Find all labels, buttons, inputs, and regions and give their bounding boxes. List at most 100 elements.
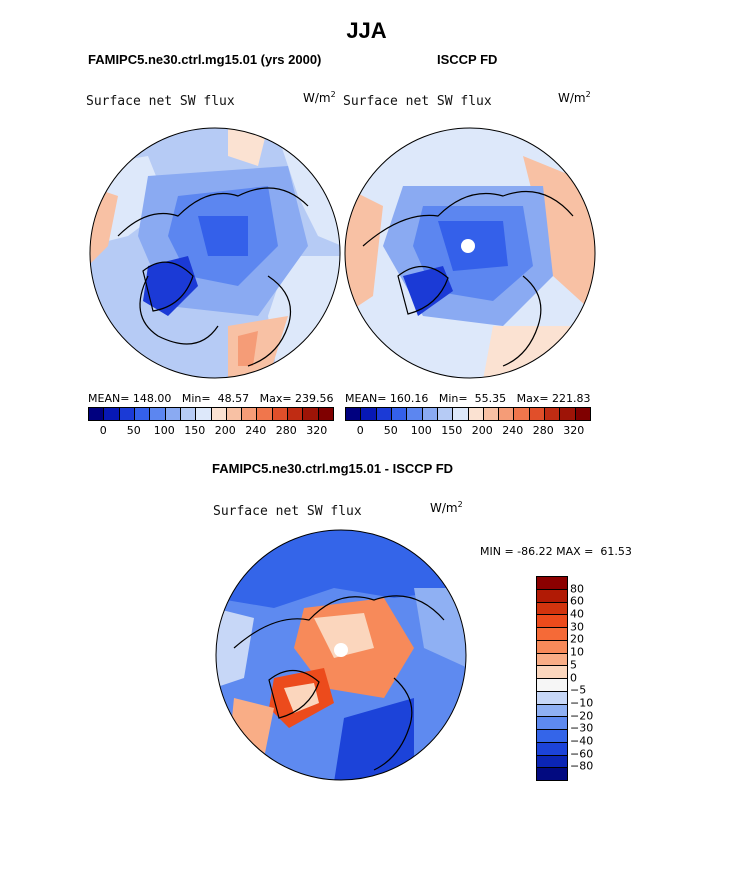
colorbar-swatch xyxy=(537,602,567,616)
colorbar-tick-label: −40 xyxy=(570,734,594,748)
diff-polar-map xyxy=(215,529,467,781)
diff-panel-heading: FAMIPC5.ne30.ctrl.mg15.01 - ISCCP FD xyxy=(212,461,454,476)
colorbar-tick-label: −80 xyxy=(570,759,594,773)
colorbar-tick-label: 20 xyxy=(570,632,584,646)
colorbar-swatch xyxy=(537,704,567,718)
colorbar-swatch xyxy=(165,408,181,420)
colorbar-tick-label: 10 xyxy=(570,645,584,659)
colorbar-swatch xyxy=(537,742,567,756)
colorbar-swatch xyxy=(437,408,454,420)
diff-colorbar-ticks: 80 60 40 30 20 10 5 0 −5 −10 −20 −30 −40 −60 −80 xyxy=(570,576,610,779)
colorbar-swatch xyxy=(560,408,576,420)
colorbar-tick-label: 150 xyxy=(441,424,463,437)
colorbar-tick-label: 40 xyxy=(570,607,584,621)
colorbar-swatch xyxy=(196,408,212,420)
colorbar-swatch xyxy=(537,628,567,641)
colorbar-tick-label: 0 xyxy=(570,671,577,684)
colorbar-tick-label: 30 xyxy=(570,620,584,634)
colorbar-swatch xyxy=(376,408,392,420)
colorbar-swatch xyxy=(537,589,567,603)
colorbar-swatch xyxy=(575,408,590,420)
colorbar-swatch xyxy=(257,408,273,420)
colorbar-swatch xyxy=(537,615,567,628)
colorbar-tick-label: 200 xyxy=(214,424,236,437)
colorbar-swatch xyxy=(537,755,567,769)
colorbar-swatch xyxy=(318,408,333,420)
colorbar-tick-label: 50 xyxy=(383,424,398,437)
right-polar-map xyxy=(344,127,596,379)
diff-colorbar xyxy=(536,576,568,781)
colorbar-swatch xyxy=(537,691,567,705)
right-panel-stats: MEAN= 160.16 Min= 55.35 Max= 221.83 xyxy=(345,392,591,405)
colorbar-swatch xyxy=(242,408,258,420)
colorbar-swatch xyxy=(407,408,423,420)
colorbar-swatch xyxy=(537,679,567,692)
colorbar-swatch xyxy=(272,408,289,420)
left-panel-stats: MEAN= 148.00 Min= 48.57 Max= 239.56 xyxy=(88,392,334,405)
colorbar-swatch xyxy=(537,577,567,590)
colorbar-swatch xyxy=(391,408,408,420)
page-title: JJA xyxy=(346,18,387,43)
colorbar-swatch xyxy=(288,408,304,420)
colorbar-tick-label: 80 xyxy=(570,582,584,596)
left-panel-heading: FAMIPC5.ne30.ctrl.mg15.01 (yrs 2000) xyxy=(88,52,322,67)
colorbar-swatch xyxy=(468,408,484,420)
left-panel-label: Surface net SW flux xyxy=(86,94,235,109)
right-panel-label: Surface net SW flux xyxy=(343,94,492,109)
diff-panel-minmax: MIN = -86.22 MAX = 61.53 xyxy=(480,545,632,558)
colorbar-swatch xyxy=(537,768,567,780)
colorbar-swatch xyxy=(529,408,546,420)
colorbar-tick-label: 5 xyxy=(570,658,577,672)
colorbar-swatch xyxy=(346,408,362,420)
colorbar-tick-label: 240 xyxy=(502,424,524,437)
colorbar-swatch xyxy=(537,653,567,667)
colorbar-tick-label: 320 xyxy=(306,424,328,437)
diff-panel-label: Surface net SW flux xyxy=(213,504,362,519)
colorbar-tick-label: −30 xyxy=(570,721,594,735)
colorbar-swatch xyxy=(211,408,227,420)
right-panel-unit: W/m2 xyxy=(558,90,591,105)
colorbar-swatch xyxy=(537,717,567,730)
colorbar-swatch xyxy=(514,408,530,420)
colorbar-swatch xyxy=(361,408,377,420)
colorbar-swatch xyxy=(89,408,105,420)
colorbar-tick-label: 100 xyxy=(410,424,432,437)
colorbar-swatch xyxy=(499,408,515,420)
right-panel-heading: ISCCP FD xyxy=(437,52,498,67)
colorbar-swatch xyxy=(483,408,500,420)
left-panel-unit: W/m2 xyxy=(303,90,336,105)
colorbar-tick-label: 200 xyxy=(471,424,493,437)
colorbar-swatch xyxy=(303,408,319,420)
colorbar-tick-label: 50 xyxy=(126,424,141,437)
colorbar-tick-label: −10 xyxy=(570,696,594,710)
colorbar-tick-label: −60 xyxy=(570,747,594,761)
colorbar-tick-label: 60 xyxy=(570,594,584,608)
colorbar-tick-label: −20 xyxy=(570,709,594,723)
colorbar-swatch xyxy=(537,640,567,654)
colorbar-swatch xyxy=(422,408,438,420)
colorbar-swatch xyxy=(537,730,567,743)
left-colorbar xyxy=(88,407,334,421)
colorbar-swatch xyxy=(453,408,469,420)
right-colorbar xyxy=(345,407,591,421)
colorbar-tick-label: 280 xyxy=(275,424,297,437)
colorbar-tick-label: 0 xyxy=(99,424,107,437)
colorbar-swatch xyxy=(150,408,166,420)
colorbar-tick-label: 0 xyxy=(356,424,364,437)
left-polar-map xyxy=(89,127,341,379)
colorbar-swatch xyxy=(226,408,243,420)
colorbar-swatch xyxy=(545,408,561,420)
colorbar-tick-label: 150 xyxy=(184,424,206,437)
colorbar-tick-label: 100 xyxy=(153,424,175,437)
colorbar-tick-label: −5 xyxy=(570,683,587,697)
colorbar-swatch xyxy=(104,408,120,420)
colorbar-tick-label: 280 xyxy=(532,424,554,437)
colorbar-tick-label: 320 xyxy=(563,424,585,437)
colorbar-swatch xyxy=(134,408,151,420)
colorbar-swatch xyxy=(119,408,135,420)
left-colorbar-ticks: 0 50 100 150 200 240 280 320 xyxy=(88,424,332,438)
colorbar-swatch xyxy=(180,408,197,420)
colorbar-swatch xyxy=(537,666,567,679)
diff-panel-unit: W/m2 xyxy=(430,500,463,515)
right-colorbar-ticks: 0 50 100 150 200 240 280 320 xyxy=(345,424,589,438)
